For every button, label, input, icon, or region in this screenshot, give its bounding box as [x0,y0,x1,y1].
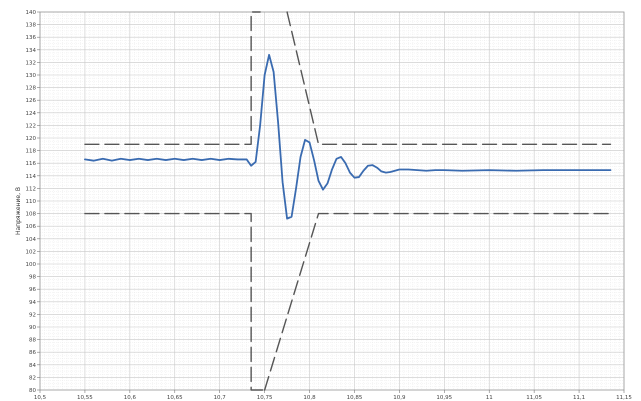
y-tick-label: 116 [26,161,37,167]
limit-line-3 [84,212,266,391]
y-tick-label: 118 [26,149,37,155]
y-tick-label: 122 [26,123,37,129]
limit-line-2 [286,11,612,145]
x-tick-label: 10,8 [303,395,316,401]
x-tick-label: 11 [486,395,493,401]
y-tick-label: 102 [26,249,37,255]
series [84,11,612,391]
x-tick-label: 11,1 [573,395,585,401]
y-tick-label: 88 [29,338,36,344]
limit-line-4 [263,212,612,391]
y-tick-label: 128 [26,86,37,92]
y-tick-label: 84 [29,363,36,369]
y-axis-label: Напряжение, В [15,187,22,235]
voltage-series-line [84,53,612,220]
y-tick-label: 106 [26,224,37,230]
y-tick-label: 138 [26,23,37,29]
y-tick-label: 140 [26,10,37,16]
x-tick-label: 10,5 [34,395,47,401]
y-tick-label: 96 [29,287,36,293]
y-tick-label: 124 [26,111,37,117]
y-tick-label: 108 [26,212,37,218]
x-tick-label: 10,55 [77,395,93,401]
y-tick-label: 130 [26,73,37,79]
x-tick-label: 10,95 [436,395,452,401]
x-tick-label: 10,6 [124,395,137,401]
y-tick-label: 132 [26,60,37,66]
y-tick-label: 92 [29,312,36,318]
y-tick-label: 86 [29,350,36,356]
y-axis: 80 82 84 86 88 90 92 94 96 98 100 102 104 106 108 110 11… [26,10,40,394]
y-tick-label: 126 [26,98,37,104]
x-axis: 10,5 10,55 10,6 10,65 10,7 10,75 10,8 10,85 10,9… [34,390,632,401]
y-tick-label: 98 [29,275,36,281]
y-tick-label: 90 [29,325,36,331]
y-tick-label: 82 [29,375,36,381]
y-tick-label: 114 [26,174,37,180]
y-tick-label: 94 [29,300,36,306]
x-tick-label: 10,7 [214,395,227,401]
x-tick-label: 11,15 [616,395,632,401]
y-tick-label: 112 [26,186,37,192]
x-tick-label: 10,75 [257,395,273,401]
x-tick-label: 10,9 [393,395,406,401]
y-tick-label: 100 [26,262,37,268]
grid [39,11,625,391]
y-tick-label: 80 [29,388,36,394]
x-tick-label: 11,05 [526,395,542,401]
y-tick-label: 110 [26,199,37,205]
y-tick-label: 136 [26,35,37,41]
y-tick-label: 104 [26,237,37,243]
limit-line-1 [84,11,261,145]
y-tick-label: 120 [26,136,37,142]
x-tick-label: 10,65 [167,395,183,401]
x-tick-label: 10,85 [347,395,363,401]
y-tick-label: 134 [26,48,37,54]
